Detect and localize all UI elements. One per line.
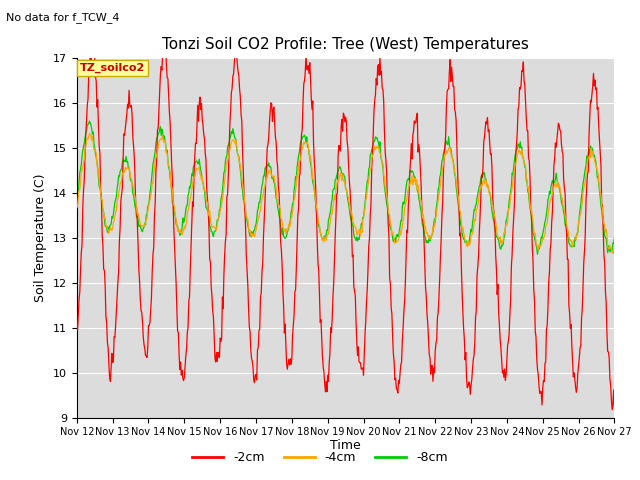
Text: TZ_soilco2: TZ_soilco2 xyxy=(79,63,145,73)
X-axis label: Time: Time xyxy=(330,439,361,452)
Title: Tonzi Soil CO2 Profile: Tree (West) Temperatures: Tonzi Soil CO2 Profile: Tree (West) Temp… xyxy=(162,37,529,52)
Y-axis label: Soil Temperature (C): Soil Temperature (C) xyxy=(35,173,47,302)
Text: No data for f_TCW_4: No data for f_TCW_4 xyxy=(6,12,120,23)
Legend: -2cm, -4cm, -8cm: -2cm, -4cm, -8cm xyxy=(187,446,453,469)
